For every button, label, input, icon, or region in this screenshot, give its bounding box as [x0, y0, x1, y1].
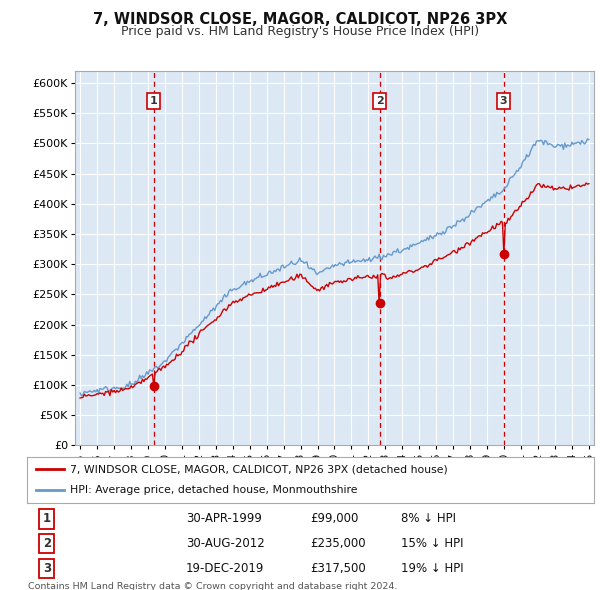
Text: 1: 1: [43, 513, 51, 526]
Text: 7, WINDSOR CLOSE, MAGOR, CALDICOT, NP26 3PX (detached house): 7, WINDSOR CLOSE, MAGOR, CALDICOT, NP26 …: [70, 464, 447, 474]
Text: 2: 2: [376, 96, 383, 106]
Text: £99,000: £99,000: [311, 513, 359, 526]
Text: 19% ↓ HPI: 19% ↓ HPI: [401, 562, 464, 575]
Text: HPI: Average price, detached house, Monmouthshire: HPI: Average price, detached house, Monm…: [70, 485, 357, 495]
Text: 8% ↓ HPI: 8% ↓ HPI: [401, 513, 456, 526]
Text: 7, WINDSOR CLOSE, MAGOR, CALDICOT, NP26 3PX: 7, WINDSOR CLOSE, MAGOR, CALDICOT, NP26 …: [93, 12, 507, 27]
Text: 15% ↓ HPI: 15% ↓ HPI: [401, 537, 464, 550]
Text: 3: 3: [500, 96, 508, 106]
Text: 30-APR-1999: 30-APR-1999: [186, 513, 262, 526]
Text: 19-DEC-2019: 19-DEC-2019: [186, 562, 264, 575]
Text: Contains HM Land Registry data © Crown copyright and database right 2024.
This d: Contains HM Land Registry data © Crown c…: [28, 582, 398, 590]
Text: £235,000: £235,000: [311, 537, 366, 550]
Text: £317,500: £317,500: [311, 562, 366, 575]
Text: 1: 1: [149, 96, 157, 106]
Text: 30-AUG-2012: 30-AUG-2012: [186, 537, 265, 550]
Text: 3: 3: [43, 562, 51, 575]
Text: Price paid vs. HM Land Registry's House Price Index (HPI): Price paid vs. HM Land Registry's House …: [121, 25, 479, 38]
Text: 2: 2: [43, 537, 51, 550]
